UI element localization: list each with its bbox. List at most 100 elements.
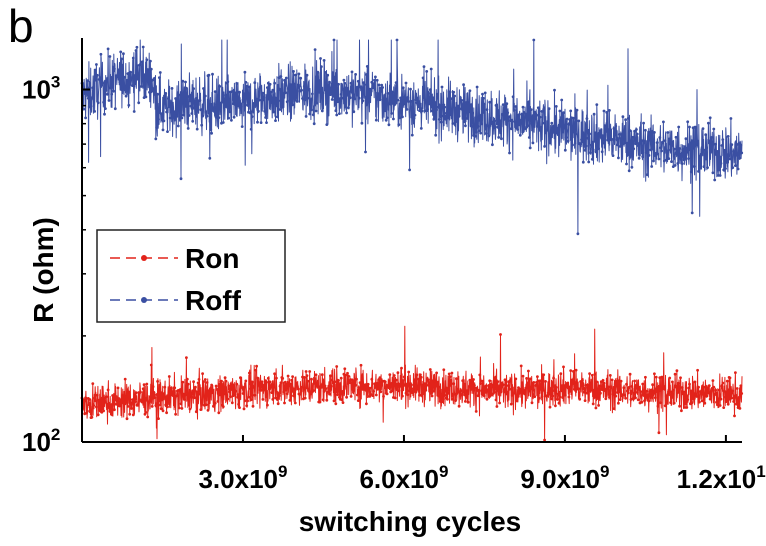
series-point-roff	[717, 168, 721, 172]
series-point-ron	[580, 384, 583, 388]
series-point-ron	[422, 392, 426, 396]
series-point-roff	[678, 147, 681, 150]
series-point-roff	[132, 110, 136, 113]
series-point-roff	[469, 104, 473, 108]
series-point-ron	[611, 392, 615, 396]
series-point-ron	[154, 404, 158, 407]
series-point-roff	[333, 98, 337, 102]
series-point-roff	[99, 52, 103, 56]
series-point-ron	[106, 388, 110, 392]
series-point-roff	[583, 148, 587, 152]
series-point-ron	[719, 397, 723, 401]
series-point-roff	[347, 90, 351, 93]
series-point-ron	[509, 378, 512, 382]
x-tick-label: 1.2x1010	[677, 462, 766, 494]
series-point-ron	[637, 387, 641, 391]
series-point-ron	[466, 400, 470, 404]
series-point-roff	[222, 97, 226, 101]
series-point-roff	[340, 96, 344, 100]
series-point-ron	[220, 379, 223, 383]
series-point-ron	[281, 377, 285, 380]
series-point-ron	[357, 386, 361, 390]
series-point-ron	[446, 397, 449, 401]
series-point-ron	[460, 393, 464, 396]
series-point-roff	[478, 129, 482, 133]
series-point-ron	[205, 381, 209, 384]
series-point-ron	[149, 363, 153, 367]
series-point-ron	[596, 394, 600, 398]
series-point-ron	[306, 379, 310, 383]
series-point-roff	[563, 126, 566, 130]
series-point-roff	[221, 100, 224, 104]
series-point-ron	[401, 394, 404, 398]
series-point-ron	[201, 372, 205, 375]
series-point-ron	[624, 396, 627, 400]
series-point-ron	[343, 367, 347, 371]
series-point-ron	[335, 365, 339, 368]
series-point-ron	[391, 389, 394, 393]
series-point-roff	[191, 119, 195, 123]
series-point-ron	[291, 375, 294, 378]
series-point-roff	[725, 161, 728, 164]
series-point-ron	[286, 374, 290, 378]
series-point-roff	[198, 99, 202, 102]
series-point-ron	[142, 383, 146, 387]
series-point-roff	[417, 105, 420, 109]
series-point-roff	[450, 97, 454, 100]
series-point-ron	[191, 389, 195, 393]
series-point-ron	[696, 368, 699, 372]
series-point-roff	[477, 118, 481, 122]
series-point-roff	[503, 105, 507, 109]
series-point-roff	[234, 94, 238, 97]
series-point-ron	[325, 398, 329, 402]
series-point-ron	[372, 389, 375, 393]
series-point-roff	[656, 152, 660, 156]
series-point-ron	[459, 389, 463, 393]
series-point-roff	[187, 114, 191, 117]
series-point-ron	[117, 397, 121, 400]
series-point-roff	[347, 106, 350, 110]
series-point-roff	[232, 115, 236, 119]
series-point-ron	[311, 389, 315, 392]
series-point-ron	[136, 403, 140, 407]
series-point-ron	[403, 384, 407, 387]
series-point-ron	[661, 375, 664, 379]
series-point-ron	[144, 411, 148, 414]
series-point-roff	[666, 131, 670, 134]
series-point-roff	[707, 121, 710, 125]
series-point-roff	[554, 115, 557, 118]
series-point-ron	[249, 398, 253, 402]
series-point-roff	[310, 108, 313, 112]
series-point-roff	[442, 103, 446, 107]
series-point-ron	[690, 401, 694, 404]
series-point-ron	[519, 364, 523, 368]
series-point-ron	[678, 404, 681, 408]
series-point-roff	[144, 95, 148, 99]
series-point-roff	[482, 96, 485, 100]
series-point-ron	[735, 387, 739, 390]
series-point-roff	[385, 116, 389, 120]
series-point-roff	[568, 118, 572, 121]
series-point-ron	[680, 409, 683, 413]
series-point-ron	[700, 399, 704, 403]
series-point-roff	[305, 73, 309, 77]
series-point-roff	[453, 94, 456, 98]
series-point-ron	[703, 401, 707, 405]
series-point-ron	[526, 386, 529, 390]
series-point-roff	[344, 86, 348, 90]
y-axis-label: R (ohm)	[28, 217, 59, 323]
series-point-ron	[457, 404, 461, 408]
series-point-roff	[365, 65, 369, 68]
series-point-roff	[532, 38, 536, 42]
series-point-roff	[182, 113, 186, 117]
series-point-roff	[599, 129, 602, 133]
series-point-ron	[129, 401, 133, 405]
series-point-ron	[465, 389, 469, 392]
series-point-roff	[433, 116, 437, 120]
series-point-ron	[125, 417, 129, 421]
series-point-roff	[736, 167, 740, 171]
series-point-ron	[708, 397, 712, 401]
series-point-ron	[623, 393, 627, 397]
series-point-roff	[573, 141, 577, 145]
series-point-roff	[640, 139, 644, 143]
